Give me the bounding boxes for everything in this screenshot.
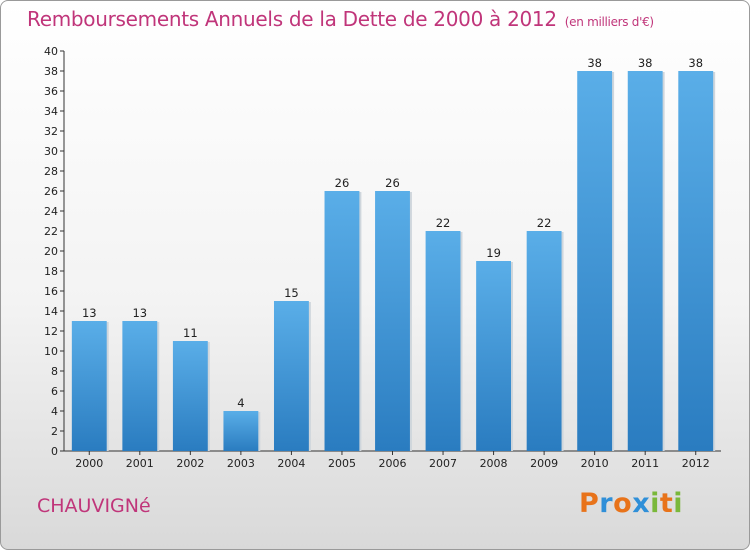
y-tick-label: 16	[44, 285, 58, 298]
y-tick-label: 0	[51, 445, 58, 458]
axes: 0246810121416182022242628303234363840200…	[44, 45, 721, 470]
x-tick-label-2004: 2004	[277, 457, 305, 470]
x-tick-label-2001: 2001	[126, 457, 154, 470]
y-tick-label: 36	[44, 85, 58, 98]
x-tick-label-2003: 2003	[227, 457, 255, 470]
value-label-2004: 15	[284, 286, 299, 300]
bar-2004	[273, 301, 309, 451]
y-tick-label: 2	[51, 425, 58, 438]
chart-title: Remboursements Annuels de la Dette de 20…	[27, 7, 654, 31]
bar-2001	[122, 321, 158, 451]
value-label-2011: 38	[638, 56, 653, 70]
x-tick-label-2007: 2007	[429, 457, 457, 470]
value-label-2002: 11	[183, 326, 198, 340]
y-tick-label: 28	[44, 165, 58, 178]
y-tick-label: 22	[44, 225, 58, 238]
bar-2007	[425, 231, 461, 451]
commune-name: CHAUVIGNé	[37, 495, 151, 517]
value-label-2000: 13	[82, 306, 97, 320]
y-tick-label: 38	[44, 65, 58, 78]
brand-letter: t	[659, 488, 674, 519]
value-label-2006: 26	[385, 176, 400, 190]
value-label-2005: 26	[335, 176, 350, 190]
title-text: Remboursements Annuels de la Dette de 20…	[27, 7, 557, 31]
brand-letter: o	[613, 488, 633, 519]
title-unit: (en milliers d'€)	[564, 15, 654, 29]
x-tick-label-2009: 2009	[530, 457, 558, 470]
value-label-2008: 19	[486, 246, 501, 260]
y-tick-label: 20	[44, 245, 58, 258]
x-tick-label-2012: 2012	[682, 457, 710, 470]
bar-2009	[526, 231, 562, 451]
bar-2010	[577, 71, 613, 451]
bar-2005	[324, 191, 360, 451]
y-tick-label: 10	[44, 345, 58, 358]
y-tick-label: 24	[44, 205, 58, 218]
y-tick-label: 8	[51, 365, 58, 378]
bar-2011	[627, 71, 663, 451]
brand-letter: i	[673, 488, 684, 519]
bar-2002	[172, 341, 208, 451]
y-tick-label: 12	[44, 325, 58, 338]
y-tick-label: 18	[44, 265, 58, 278]
value-label-2012: 38	[688, 56, 703, 70]
brand-letter: P	[579, 488, 600, 519]
y-tick-label: 14	[44, 305, 58, 318]
y-tick-label: 26	[44, 185, 58, 198]
value-label-2003: 4	[237, 396, 244, 410]
value-labels: 13 13 11 4 15 26 26 22 19 22 38 38 38	[82, 56, 703, 410]
value-label-2009: 22	[537, 216, 552, 230]
bar-2006	[375, 191, 410, 451]
y-tick-label: 40	[44, 45, 58, 58]
x-tick-label-2000: 2000	[75, 457, 103, 470]
x-tick-label-2006: 2006	[379, 457, 407, 470]
brand-letter: x	[632, 488, 651, 519]
y-tick-label: 6	[51, 385, 58, 398]
brand-letter: i	[650, 488, 660, 519]
x-tick-label-2002: 2002	[176, 457, 204, 470]
x-tick-label-2008: 2008	[480, 457, 508, 470]
bar-2003	[223, 411, 259, 451]
y-tick-label: 4	[51, 405, 58, 418]
brand-letter: r	[599, 488, 614, 519]
brand-logo: Proxiti	[579, 488, 683, 519]
value-label-2010: 38	[587, 56, 602, 70]
bar-2012	[678, 71, 714, 451]
value-label-2007: 22	[436, 216, 451, 230]
x-tick-label-2005: 2005	[328, 457, 356, 470]
bar-2008	[476, 261, 512, 451]
y-tick-label: 32	[44, 125, 58, 138]
y-tick-label: 30	[44, 145, 58, 158]
value-label-2001: 13	[132, 306, 147, 320]
x-tick-label-2011: 2011	[631, 457, 659, 470]
bar-2000	[71, 321, 107, 451]
y-tick-label: 34	[44, 105, 58, 118]
x-tick-label-2010: 2010	[581, 457, 609, 470]
bars	[71, 71, 716, 451]
